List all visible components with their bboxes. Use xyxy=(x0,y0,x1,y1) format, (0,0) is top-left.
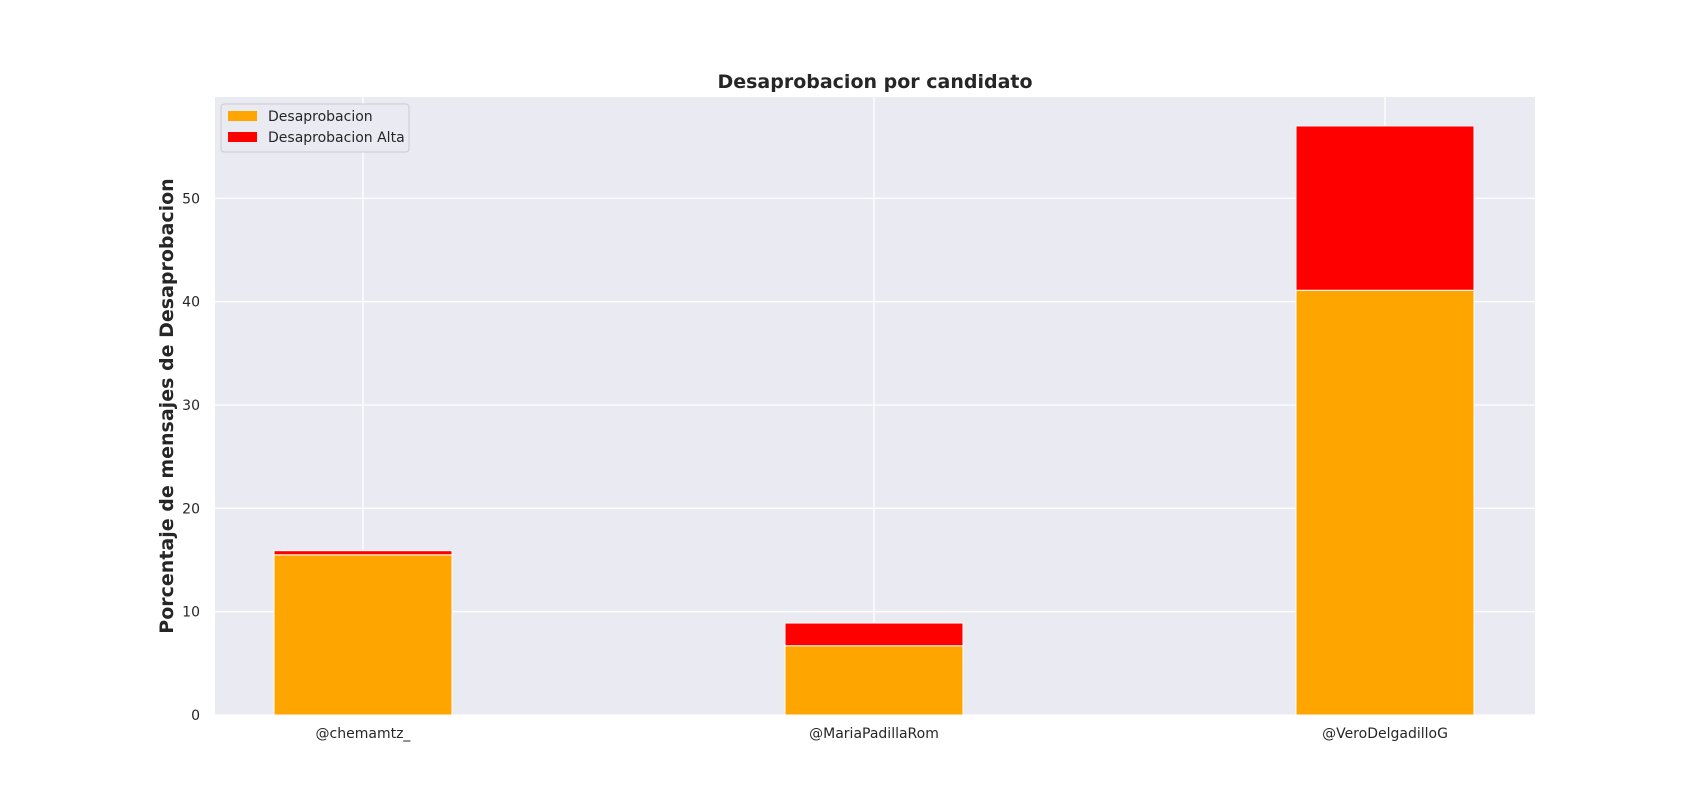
bar-desaprobacion-1 xyxy=(784,645,964,716)
y-tick-label-0: 0 xyxy=(191,708,200,724)
y-tick-label-5: 50 xyxy=(182,191,200,207)
bar-desaprobacion-2 xyxy=(1295,289,1475,716)
legend-box xyxy=(220,103,410,153)
x-tick-labels: @chemamtz_ @MariaPadillaRom @VeroDelgadill… xyxy=(316,726,1448,742)
bar-desaprobacion-alta-2 xyxy=(1295,125,1475,291)
y-tick-label-1: 10 xyxy=(182,605,200,621)
legend-swatch-0 xyxy=(228,111,257,121)
legend-swatch-1 xyxy=(228,132,257,142)
y-tick-label-2: 20 xyxy=(182,501,200,517)
x-tick-label-1: @MariaPadillaRom xyxy=(809,726,939,742)
bars xyxy=(273,125,1475,716)
x-tick-label-2: @VeroDelgadilloG xyxy=(1322,726,1448,742)
bar-desaprobacion-alta-0 xyxy=(273,550,453,556)
legend-label-1: Desaprobacion Alta xyxy=(268,130,405,146)
y-tick-label-3: 30 xyxy=(182,398,200,414)
x-tick-label-0: @chemamtz_ xyxy=(316,726,412,742)
bar-desaprobacion-alta-1 xyxy=(784,622,964,647)
bar-desaprobacion-0 xyxy=(273,554,453,716)
chart-title: Desaprobacion por candidato xyxy=(717,71,1032,93)
legend: Desaprobacion Desaprobacion Alta xyxy=(220,103,410,153)
legend-label-0: Desaprobacion xyxy=(268,109,373,125)
y-tick-label-4: 40 xyxy=(182,295,200,311)
y-tick-labels: 0 10 20 30 40 50 xyxy=(182,191,200,724)
y-axis-label: Porcentaje de mensajes de Desaprobacion xyxy=(156,178,178,633)
